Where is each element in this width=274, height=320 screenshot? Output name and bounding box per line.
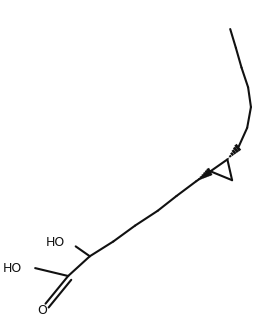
Text: HO: HO (46, 236, 65, 249)
Text: O: O (37, 304, 47, 317)
Text: HO: HO (3, 262, 22, 275)
